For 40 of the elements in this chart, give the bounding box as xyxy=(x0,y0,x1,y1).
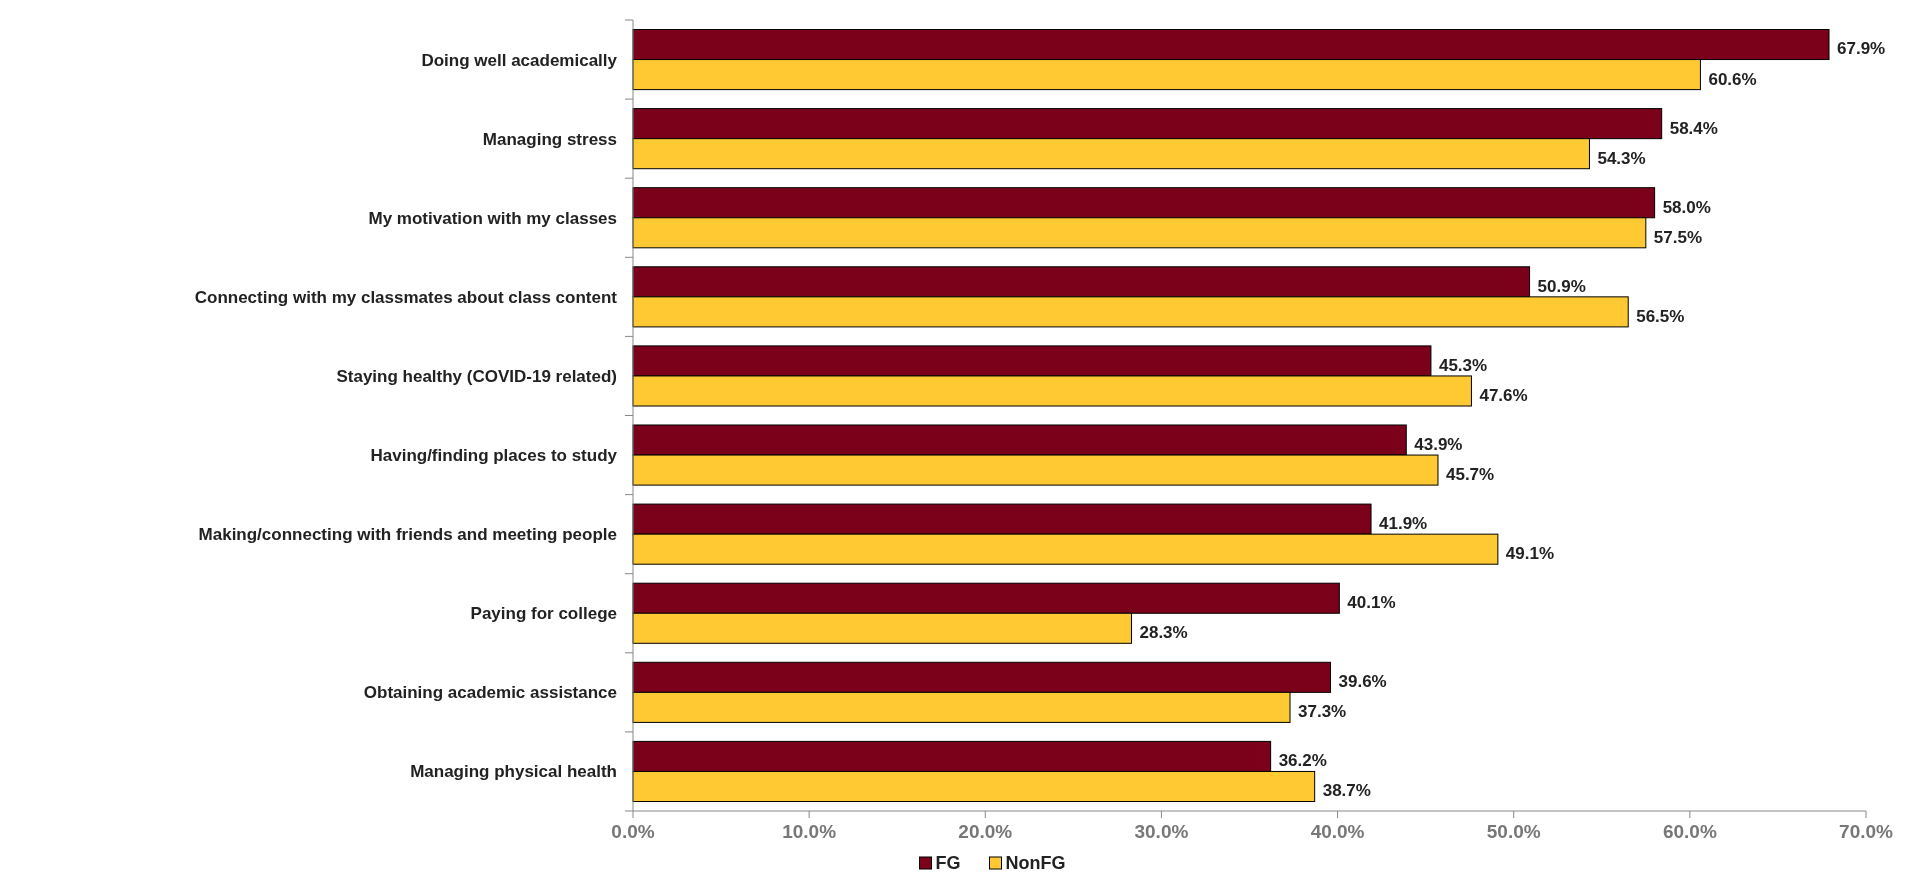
y-tick-label: Doing well academically xyxy=(421,50,618,70)
data-label: 28.3% xyxy=(1139,623,1188,643)
data-label: 67.9% xyxy=(1837,39,1886,59)
y-tick-label: Paying for college xyxy=(470,604,617,624)
data-label: 49.1% xyxy=(1505,544,1555,564)
y-tick-label: Making/connecting with friends and meeting people xyxy=(198,525,617,545)
y-tick-label: My motivation with my classes xyxy=(368,208,617,228)
y-tick-label: Obtaining academic assistance xyxy=(363,683,617,703)
data-label: 38.7% xyxy=(1322,781,1371,801)
y-tick-label: Having/finding places to study xyxy=(370,446,618,465)
data-label: 58.4% xyxy=(1669,118,1718,138)
data-label: 45.7% xyxy=(1445,465,1495,485)
data-label: 36.2% xyxy=(1278,751,1327,771)
x-tick-label: 0.0% xyxy=(611,821,655,842)
data-label: 37.3% xyxy=(1298,702,1347,722)
legend-label: NonFG xyxy=(1005,853,1066,873)
data-label: 56.5% xyxy=(1636,306,1685,326)
x-tick-label: 70.0% xyxy=(1839,821,1894,842)
x-tick-label: 10.0% xyxy=(782,821,837,842)
y-tick-label: Connecting with my classmates about class content xyxy=(194,287,618,307)
data-label: 58.0% xyxy=(1662,197,1711,217)
x-tick-label: 20.0% xyxy=(958,821,1013,842)
data-label: 60.6% xyxy=(1708,69,1757,89)
legend-label: FG xyxy=(935,853,961,873)
x-tick-label: 30.0% xyxy=(1134,821,1189,842)
data-label: 47.6% xyxy=(1479,385,1528,405)
data-label: 57.5% xyxy=(1653,227,1703,247)
data-label: 43.9% xyxy=(1414,434,1463,454)
x-tick-label: 60.0% xyxy=(1662,821,1717,842)
data-label: 45.3% xyxy=(1438,355,1488,375)
y-tick-label: Managing physical health xyxy=(410,762,617,782)
data-label: 54.3% xyxy=(1597,148,1646,168)
data-label: 50.9% xyxy=(1537,276,1586,296)
data-label: 40.1% xyxy=(1347,593,1396,613)
x-tick-label: 40.0% xyxy=(1310,821,1365,842)
x-tick-label: 50.0% xyxy=(1486,821,1541,842)
y-tick-label: Managing stress xyxy=(482,129,617,149)
data-label: 39.6% xyxy=(1338,672,1387,692)
data-label: 41.9% xyxy=(1379,514,1428,534)
y-tick-label: Staying healthy (COVID-19 related) xyxy=(336,366,617,386)
